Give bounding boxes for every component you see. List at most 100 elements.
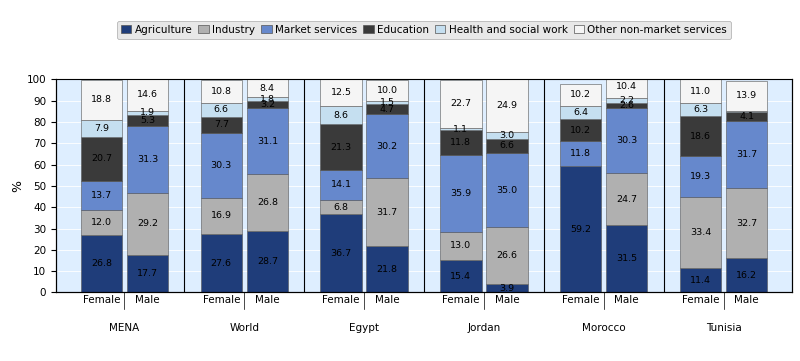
Text: 13.7: 13.7: [91, 191, 112, 200]
Text: MENA: MENA: [110, 323, 139, 333]
Bar: [606, 225, 647, 292]
Bar: [366, 246, 408, 292]
Text: Tunisia: Tunisia: [706, 323, 742, 333]
Bar: [606, 108, 647, 173]
Bar: [81, 120, 122, 136]
Text: 7.7: 7.7: [214, 120, 229, 129]
Bar: [680, 197, 721, 268]
Bar: [127, 126, 168, 192]
Text: 12.5: 12.5: [330, 88, 351, 97]
Text: 5.3: 5.3: [140, 116, 155, 125]
Bar: [726, 111, 767, 112]
Text: 35.9: 35.9: [450, 189, 471, 198]
Bar: [201, 117, 242, 133]
Y-axis label: %: %: [11, 180, 24, 192]
Bar: [127, 79, 168, 110]
Text: 36.7: 36.7: [330, 249, 352, 258]
Text: 30.3: 30.3: [616, 136, 638, 145]
Text: 4.7: 4.7: [380, 105, 394, 114]
Bar: [440, 80, 482, 128]
Text: 4.1: 4.1: [739, 112, 754, 121]
Text: 10.0: 10.0: [377, 86, 398, 95]
Text: 19.3: 19.3: [690, 172, 711, 181]
Text: 11.4: 11.4: [690, 276, 711, 285]
Bar: [127, 110, 168, 114]
Text: 10.2: 10.2: [570, 91, 591, 100]
Bar: [201, 197, 242, 234]
Bar: [680, 268, 721, 292]
Bar: [321, 170, 362, 200]
Text: Morocco: Morocco: [582, 323, 626, 333]
Bar: [127, 114, 168, 126]
Bar: [560, 119, 602, 141]
Text: 1.9: 1.9: [140, 108, 155, 117]
Bar: [201, 133, 242, 197]
Text: 11.8: 11.8: [570, 149, 591, 158]
Bar: [560, 106, 602, 119]
Text: 13.9: 13.9: [736, 91, 757, 100]
Bar: [201, 234, 242, 292]
Text: 7.9: 7.9: [94, 123, 109, 132]
Bar: [246, 79, 288, 97]
Bar: [680, 103, 721, 116]
Text: 24.7: 24.7: [616, 195, 638, 204]
Text: 31.7: 31.7: [736, 150, 757, 159]
Text: 31.3: 31.3: [137, 155, 158, 164]
Text: 6.6: 6.6: [214, 105, 229, 114]
Bar: [246, 174, 288, 231]
Text: 8.6: 8.6: [334, 111, 349, 120]
Text: 35.0: 35.0: [496, 186, 518, 195]
Bar: [81, 180, 122, 210]
Text: 6.8: 6.8: [334, 203, 349, 212]
Bar: [606, 103, 647, 108]
Bar: [366, 80, 408, 101]
Bar: [726, 112, 767, 121]
Bar: [127, 255, 168, 292]
Bar: [440, 130, 482, 156]
Bar: [726, 258, 767, 292]
Bar: [680, 156, 721, 197]
Text: 10.8: 10.8: [210, 87, 232, 96]
Bar: [366, 114, 408, 178]
Bar: [440, 232, 482, 260]
Text: 22.7: 22.7: [450, 99, 471, 108]
Text: Egypt: Egypt: [349, 323, 379, 333]
Text: 15.4: 15.4: [450, 271, 471, 280]
Text: 14.6: 14.6: [137, 91, 158, 100]
Text: 2.2: 2.2: [619, 96, 634, 105]
Text: 31.5: 31.5: [616, 255, 638, 264]
Text: 30.3: 30.3: [210, 161, 232, 170]
Bar: [680, 116, 721, 156]
Text: 28.7: 28.7: [257, 257, 278, 266]
Bar: [560, 141, 602, 166]
Bar: [246, 231, 288, 292]
Text: 18.6: 18.6: [690, 131, 711, 140]
Bar: [486, 132, 527, 139]
Bar: [321, 106, 362, 124]
Bar: [81, 210, 122, 235]
Text: 3.9: 3.9: [499, 284, 514, 293]
Text: 10.2: 10.2: [570, 126, 591, 135]
Text: 11.0: 11.0: [690, 87, 711, 96]
Bar: [321, 124, 362, 170]
Text: 31.7: 31.7: [377, 208, 398, 217]
Text: 3.0: 3.0: [499, 131, 514, 140]
Bar: [366, 101, 408, 104]
Bar: [201, 103, 242, 117]
Bar: [486, 284, 527, 292]
Bar: [321, 79, 362, 106]
Bar: [726, 81, 767, 111]
Text: 20.7: 20.7: [91, 154, 112, 163]
Text: 18.8: 18.8: [91, 95, 112, 104]
Text: 10.4: 10.4: [616, 82, 638, 91]
Bar: [246, 97, 288, 101]
Text: 24.9: 24.9: [497, 101, 518, 110]
Text: 14.1: 14.1: [330, 180, 351, 189]
Text: 12.0: 12.0: [91, 218, 112, 227]
Bar: [440, 260, 482, 292]
Bar: [81, 136, 122, 180]
Bar: [321, 214, 362, 292]
Bar: [321, 200, 362, 214]
Bar: [246, 101, 288, 108]
Text: 1.5: 1.5: [380, 98, 394, 107]
